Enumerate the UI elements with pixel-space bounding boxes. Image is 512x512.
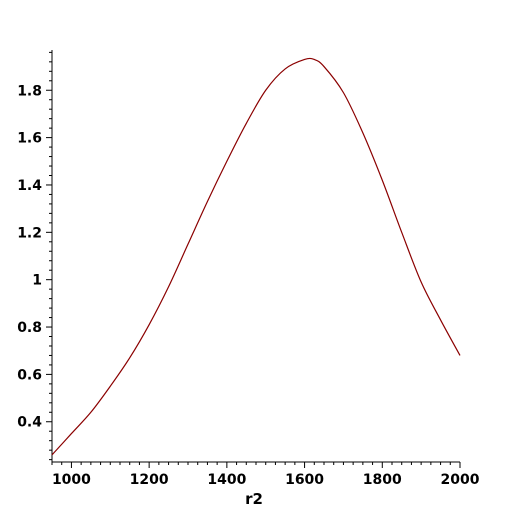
y-tick-label: 0.6 — [17, 367, 42, 383]
series-group — [51, 57, 461, 456]
y-tick-label: 0.4 — [17, 415, 42, 431]
y-tick-label: 1.6 — [17, 131, 42, 147]
y-tick-label: 1.2 — [17, 225, 42, 241]
x-axis: 1000 1200 1400 1600 1800 2000 — [51, 461, 480, 488]
series-line — [51, 57, 461, 456]
y-tick-label: 1.8 — [17, 83, 42, 99]
y-axis: 0.4 0.6 0.8 1 1.2 1.4 1.6 1.8 — [17, 50, 53, 462]
x-tick-label: 1600 — [285, 472, 324, 488]
x-tick-label: 2000 — [441, 472, 480, 488]
x-axis-label: r2 — [245, 490, 263, 508]
y-tick-label: 0.8 — [17, 320, 42, 336]
x-tick-label: 1400 — [207, 472, 246, 488]
x-tick-label: 1800 — [363, 472, 402, 488]
y-tick-label: 1.4 — [17, 178, 42, 194]
y-tick-label: 1 — [32, 273, 42, 289]
x-tick-label: 1000 — [52, 472, 91, 488]
x-tick-label: 1200 — [130, 472, 169, 488]
